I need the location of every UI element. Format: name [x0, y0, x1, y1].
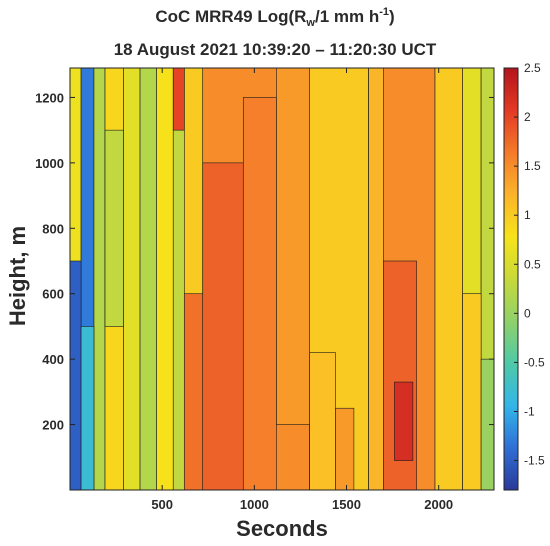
colorbar-tick-label: 0	[524, 306, 531, 320]
heatmap-region	[368, 67, 384, 491]
y-tick-label: 600	[42, 287, 64, 302]
heatmap-region	[104, 129, 124, 327]
heatmap-region	[80, 326, 95, 491]
heatmap-region	[462, 293, 482, 491]
colorbar-tick-label: 1	[524, 208, 531, 222]
colorbar-tick-label: -1.5	[524, 454, 545, 468]
x-tick-label: 500	[151, 497, 173, 512]
heatmap-region	[93, 67, 106, 491]
chart-title-line2: 18 August 2021 10:39:20 – 11:20:30 UCT	[113, 40, 437, 59]
y-tick-label: 1200	[35, 90, 64, 105]
x-tick-label: 2000	[424, 497, 453, 512]
heatmap-region	[139, 67, 157, 491]
y-tick-label: 400	[42, 352, 64, 367]
x-tick-label: 1500	[332, 497, 361, 512]
heatmap-region	[335, 407, 355, 491]
colorbar-tick-label: -1	[524, 404, 535, 418]
y-axis-label: Height, m	[5, 225, 30, 327]
heatmap-region	[156, 67, 174, 491]
heatmap-region	[172, 67, 185, 491]
colorbar-tick-label: 0.5	[524, 257, 541, 271]
colorbar-tick-label: -0.5	[524, 355, 545, 369]
heatmap-region	[202, 162, 244, 491]
heatmap-region	[183, 293, 204, 491]
x-axis: 500 1000 1500 2000	[151, 68, 453, 512]
x-tick-label: 1000	[240, 497, 269, 512]
colorbar-axis: -1.5 -1 -0.5 0 0.5 1 1.5 2 2.5	[514, 61, 545, 468]
colorbar-tick-label: 1.5	[524, 159, 541, 173]
colorbar-tick-label: 2.5	[524, 61, 541, 75]
heatmap-region	[394, 381, 414, 461]
y-tick-label: 200	[42, 418, 64, 433]
heatmap-regions	[69, 67, 495, 491]
y-axis: 200 400 600 800 1000 1200	[35, 90, 494, 433]
y-tick-label: 1000	[35, 156, 64, 171]
heatmap-region	[276, 67, 310, 425]
plot-frame	[69, 67, 495, 491]
heatmap-region	[309, 352, 336, 491]
heatmap-region	[69, 260, 82, 491]
heatmap-region	[123, 67, 141, 491]
x-axis-label: Seconds	[236, 516, 328, 541]
heatmap-region	[434, 67, 463, 491]
colorbar	[503, 67, 519, 491]
y-tick-label: 800	[42, 221, 64, 236]
chart-title-line1: CoC MRR49 Log(Rw/1 mm h-1)	[155, 6, 395, 29]
colorbar-tick-label: 2	[524, 110, 531, 124]
heatmap-region	[172, 67, 185, 131]
heatmap-region	[242, 97, 277, 491]
